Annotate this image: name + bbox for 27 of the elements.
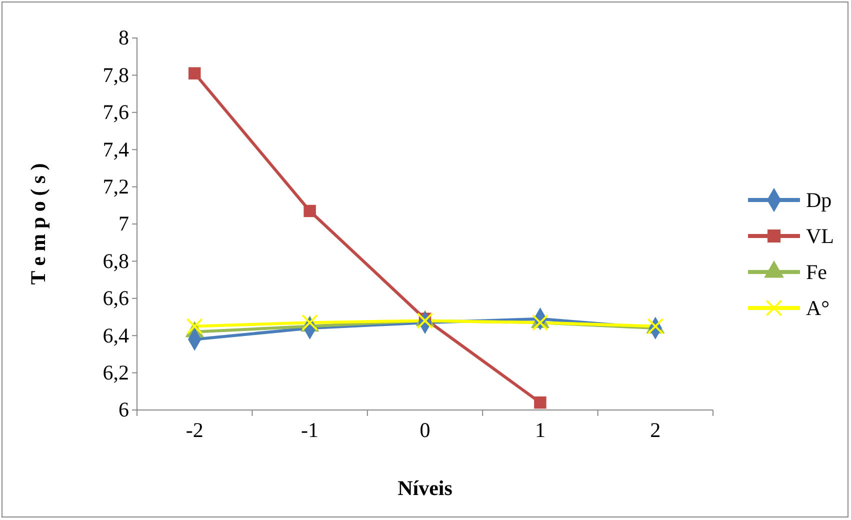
x-axis-title: Níveis xyxy=(398,476,452,500)
legend-label: A° xyxy=(806,296,830,320)
y-axis-title: T e m p o ( s ) xyxy=(26,163,50,285)
y-tick-label: 6,4 xyxy=(102,323,130,348)
y-tick-label: 6,6 xyxy=(102,286,129,310)
legend-label: VL xyxy=(806,224,834,248)
y-tick-label: 7,6 xyxy=(102,100,129,124)
y-tick-label: 7 xyxy=(118,212,129,236)
y-tick-label: 7,2 xyxy=(102,174,129,199)
y-tick-label: 6,2 xyxy=(102,360,129,385)
point xyxy=(532,314,548,331)
x-tick-label: -1 xyxy=(301,418,319,442)
legend-label: Fe xyxy=(806,260,827,284)
y-tick-label: 6 xyxy=(118,398,129,422)
point xyxy=(534,396,546,409)
point xyxy=(188,67,201,80)
x-tick-label: 1 xyxy=(534,418,546,442)
x-tick-label: -2 xyxy=(186,418,204,442)
y-tick-label: 6,8 xyxy=(102,248,129,273)
x-tick-label: 2 xyxy=(650,418,661,442)
point xyxy=(304,204,316,218)
point xyxy=(186,318,203,335)
y-tick-label: 8 xyxy=(118,26,129,50)
legend-label: Dp xyxy=(806,188,832,212)
x-tick-label: 0 xyxy=(420,418,430,442)
y-tick-label: 7,8 xyxy=(102,62,129,87)
y-tick-label: 7,4 xyxy=(102,137,130,162)
